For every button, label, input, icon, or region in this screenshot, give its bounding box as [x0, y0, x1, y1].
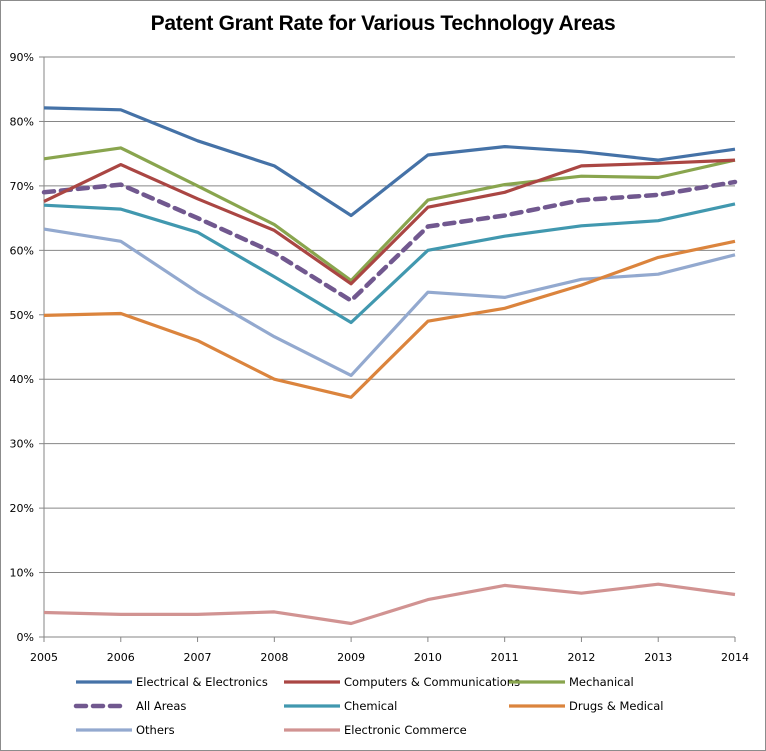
- legend-label: Electrical & Electronics: [136, 675, 268, 689]
- x-tick-label: 2009: [337, 651, 365, 664]
- legend: Electrical & Electronics Computers & Comm…: [0, 672, 766, 744]
- series-drugs-medical: [43, 239, 736, 399]
- x-tick-label: 2006: [107, 651, 135, 664]
- gridlines: [44, 56, 735, 574]
- y-axis-ticks: 0% 10% 20% 30% 40% 50% 60% 70% 80% 90%: [10, 51, 44, 644]
- series-line: [43, 146, 736, 283]
- legend-item: Electronic Commerce: [280, 720, 467, 740]
- y-tick-label: 90%: [10, 51, 34, 64]
- y-tick-label: 50%: [10, 309, 34, 322]
- series-electrical-electronics: [43, 106, 736, 218]
- x-tick-label: 2013: [644, 651, 672, 664]
- chart-title: Patent Grant Rate for Various Technology…: [150, 12, 616, 35]
- series-chemical: [43, 202, 736, 325]
- series-others: [43, 227, 736, 377]
- legend-swatch: [284, 680, 340, 684]
- x-tick-label: 2012: [567, 651, 595, 664]
- legend-item: Others: [72, 720, 175, 740]
- x-tick-label: 2008: [260, 651, 288, 664]
- series-layer: [41, 106, 738, 626]
- legend-label: Computers & Communications: [344, 675, 521, 689]
- x-tick-label: 2011: [491, 651, 519, 664]
- series-line: [43, 227, 736, 377]
- legend-item: Drugs & Medical: [505, 696, 664, 716]
- y-tick-label: 30%: [10, 438, 34, 451]
- series-line: [43, 202, 736, 325]
- x-tick-label: 2010: [414, 651, 442, 664]
- legend-swatch: [73, 703, 129, 709]
- legend-label: Electronic Commerce: [344, 723, 467, 737]
- series-all-areas: [41, 179, 738, 303]
- y-tick-label: 40%: [10, 373, 34, 386]
- legend-swatch: [76, 728, 132, 732]
- y-tick-label: 80%: [10, 115, 34, 128]
- series-line: [43, 158, 736, 286]
- legend-item: Computers & Communications: [280, 672, 520, 692]
- x-tick-label: 2014: [721, 651, 749, 664]
- series-line: [43, 106, 736, 218]
- legend-label: Chemical: [344, 699, 398, 713]
- legend-item: All Areas: [72, 696, 186, 716]
- y-tick-label: 20%: [10, 502, 34, 515]
- legend-item: Mechanical: [505, 672, 634, 692]
- legend-label: Others: [136, 723, 175, 737]
- series-computers-communications: [43, 158, 736, 286]
- series-line: [41, 179, 738, 303]
- legend-swatch: [509, 680, 565, 684]
- y-tick-label: 10%: [10, 567, 34, 580]
- y-tick-label: 60%: [10, 244, 34, 257]
- legend-label: Drugs & Medical: [569, 699, 664, 713]
- legend-swatch: [76, 680, 132, 684]
- series-line: [43, 239, 736, 399]
- legend-swatch: [284, 704, 340, 708]
- legend-item: Chemical: [280, 696, 397, 716]
- series-line: [43, 582, 736, 626]
- legend-swatch: [284, 728, 340, 732]
- y-tick-label: 0%: [17, 631, 34, 644]
- legend-label: Mechanical: [569, 675, 634, 689]
- x-axis-ticks: 2005 2006 2007 2008 2009 2010 2011 2012 2013 2014: [30, 637, 749, 664]
- y-tick-label: 70%: [10, 180, 34, 193]
- legend-swatch: [509, 704, 565, 708]
- series-electronic-commerce: [43, 582, 736, 626]
- legend-label: All Areas: [136, 699, 187, 713]
- x-tick-label: 2005: [30, 651, 58, 664]
- legend-item: Electrical & Electronics: [72, 672, 268, 692]
- x-tick-label: 2007: [184, 651, 212, 664]
